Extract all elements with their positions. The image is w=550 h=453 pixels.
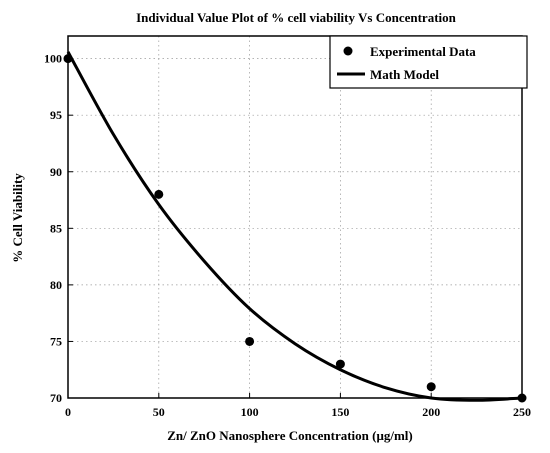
data-point bbox=[245, 336, 255, 346]
legend-label-model: Math Model bbox=[370, 67, 439, 82]
y-axis-label: % Cell Viability bbox=[10, 173, 25, 263]
y-tick-label: 80 bbox=[50, 278, 62, 292]
legend: Experimental Data Math Model bbox=[329, 35, 528, 89]
x-tick-label: 100 bbox=[241, 405, 259, 419]
model-curve bbox=[66, 51, 523, 402]
legend-box bbox=[329, 35, 528, 89]
axis-ticks: 0 50 100 150 200 250 70 75 80 85 90 95 100 bbox=[44, 52, 531, 419]
x-axis-label: Zn/ ZnO Nanosphere Concentration (μg/ml) bbox=[167, 428, 412, 443]
data-point bbox=[63, 54, 73, 64]
y-tick-label: 90 bbox=[50, 165, 62, 179]
y-tick-label: 100 bbox=[44, 52, 62, 66]
y-tick-label: 95 bbox=[50, 108, 62, 122]
y-tick-label: 75 bbox=[50, 334, 62, 348]
x-tick-label: 200 bbox=[422, 405, 440, 419]
data-point bbox=[154, 189, 164, 199]
chart-title: Individual Value Plot of % cell viabilit… bbox=[136, 10, 457, 25]
series-layer bbox=[63, 51, 527, 403]
x-tick-label: 0 bbox=[65, 405, 71, 419]
data-point bbox=[426, 382, 436, 392]
y-tick-label: 85 bbox=[50, 221, 62, 235]
x-tick-label: 150 bbox=[331, 405, 349, 419]
x-tick-label: 250 bbox=[513, 405, 531, 419]
y-tick-label: 70 bbox=[50, 391, 62, 405]
x-tick-label: 50 bbox=[153, 405, 165, 419]
legend-label-experimental: Experimental Data bbox=[370, 44, 476, 59]
data-point bbox=[517, 393, 527, 403]
legend-marker-experimental bbox=[343, 46, 353, 56]
data-point bbox=[335, 359, 345, 369]
plot-area bbox=[67, 35, 523, 399]
